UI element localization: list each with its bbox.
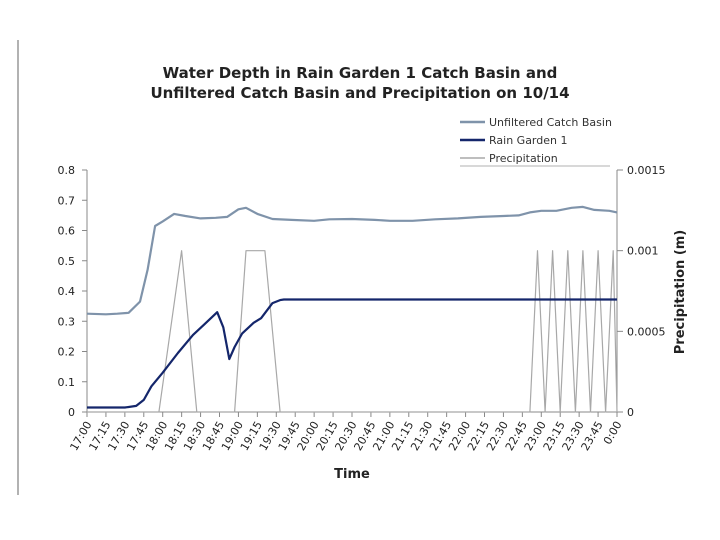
- series-layer: [86, 205, 618, 413]
- legend-label: Rain Garden 1: [489, 134, 567, 147]
- axes: [86, 170, 618, 413]
- x-tick-label: 0:00: [601, 419, 625, 447]
- left-tick-label: 0: [68, 406, 75, 419]
- series-line-unfiltered-catch-basin: [86, 205, 618, 316]
- legend: Unfiltered Catch Basin Rain Garden 1 Preci…: [460, 116, 612, 167]
- left-tick-label: 0.4: [58, 285, 76, 298]
- x-axis-ticks: 17:0017:1517:3017:4518:0018:1518:3018:45…: [67, 412, 625, 453]
- left-tick-label: 0.5: [58, 255, 76, 268]
- series-line-precipitation: [87, 250, 618, 413]
- chart-title-line-2: Unfiltered Catch Basin and Precipitation…: [150, 84, 569, 102]
- left-tick-label: 0.1: [58, 376, 76, 389]
- right-tick-label: 0: [627, 406, 634, 419]
- left-tick-label: 0.7: [58, 194, 76, 207]
- left-tick-label: 0.8: [58, 164, 76, 177]
- left-tick-label: 0.3: [58, 315, 76, 328]
- right-tick-label: 0.0015: [627, 164, 666, 177]
- left-axis-ticks: 0 0.1 0.2 0.3 0.4 0.5 0.6 0.7 0.8: [58, 164, 87, 419]
- left-tick-label: 0.2: [58, 346, 76, 359]
- right-axis-title: Precipitation (m): [673, 230, 688, 354]
- legend-label: Unfiltered Catch Basin: [489, 116, 612, 129]
- series-line-rain-garden-1: [87, 298, 617, 409]
- chart-title-line-1: Water Depth in Rain Garden 1 Catch Basin…: [163, 64, 558, 82]
- right-tick-label: 0.0005: [627, 325, 666, 338]
- x-axis-title: Time: [334, 467, 370, 482]
- right-tick-label: 0.001: [627, 245, 659, 258]
- legend-label: Precipitation: [489, 152, 558, 165]
- left-tick-label: 0.6: [58, 225, 76, 238]
- right-axis-ticks: 0 0.0005 0.001 0.0015: [617, 164, 666, 419]
